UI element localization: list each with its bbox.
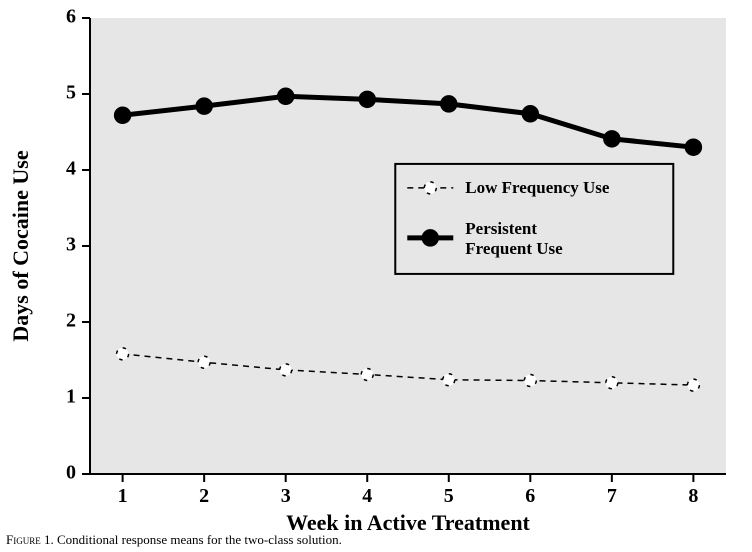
figure-caption: Figure 1. Conditional response means for… [6, 532, 342, 548]
x-tick-label: 1 [118, 485, 128, 507]
y-tick-label: 0 [66, 462, 76, 484]
chart-svg: 0 1 2 3 4 5 6 1 2 3 4 5 6 7 8 Days of Cocaine Use Week i… [0, 0, 752, 530]
y-tick-label: 5 [66, 82, 76, 104]
x-tick-label: 8 [688, 485, 698, 507]
figure-container: 0 1 2 3 4 5 6 1 2 3 4 5 6 7 8 Days of Cocaine Use Week i… [0, 0, 752, 552]
y-axis-label: Days of Cocaine Use [8, 150, 33, 341]
y-tick-label: 4 [66, 158, 76, 180]
x-tick-label: 7 [607, 485, 617, 507]
x-tick-label: 5 [444, 485, 454, 507]
y-tick-label: 2 [66, 310, 76, 332]
x-tick-label: 6 [525, 485, 535, 507]
x-axis-label: Week in Active Treatment [286, 510, 530, 530]
legend-label-persistent: Persistent [465, 219, 537, 238]
x-tick-label: 3 [281, 485, 291, 507]
y-tick-label: 1 [66, 386, 76, 408]
x-tick-label: 4 [362, 485, 372, 507]
y-tick-label: 3 [66, 234, 76, 256]
x-tick-label: 2 [199, 485, 209, 507]
figure-caption-text: Conditional response means for the two-c… [57, 532, 342, 547]
legend-label-persistent-line2: Frequent Use [465, 239, 563, 258]
y-tick-label: 6 [66, 6, 76, 28]
figure-caption-label: Figure 1. [6, 532, 54, 547]
legend: Low Frequency Use PersistentFrequent Use [395, 164, 673, 274]
legend-label-low: Low Frequency Use [465, 178, 610, 197]
